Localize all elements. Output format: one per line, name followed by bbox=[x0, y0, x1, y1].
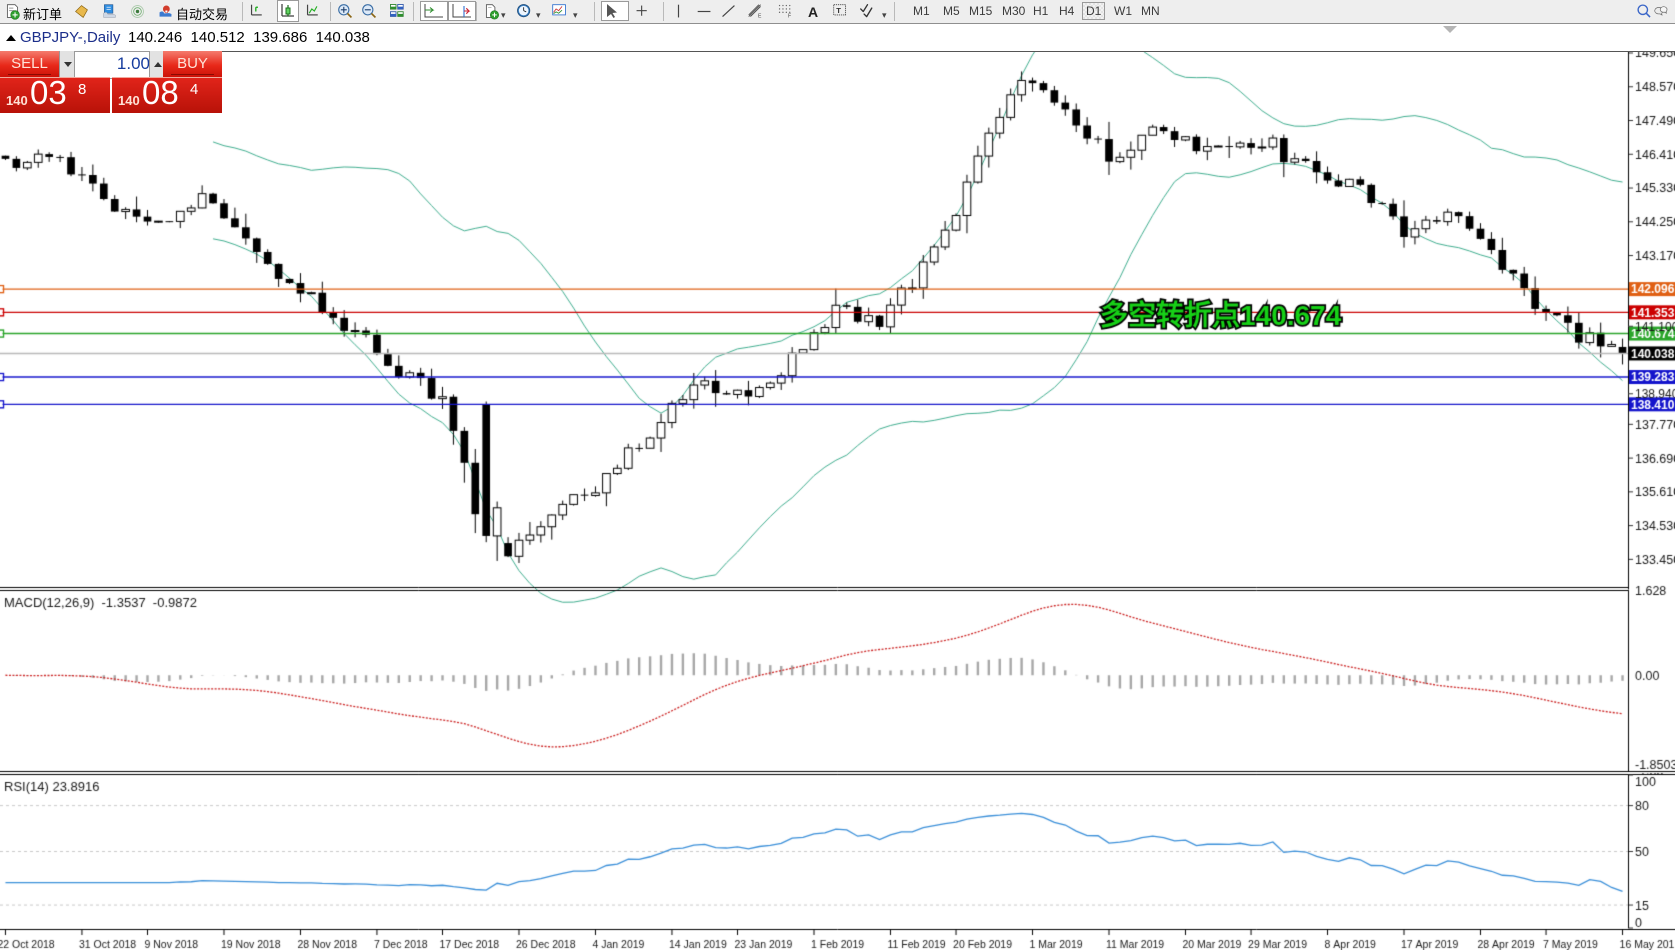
svg-text:F: F bbox=[788, 13, 791, 19]
svg-text:T: T bbox=[836, 6, 841, 15]
svg-text:E: E bbox=[758, 13, 762, 19]
